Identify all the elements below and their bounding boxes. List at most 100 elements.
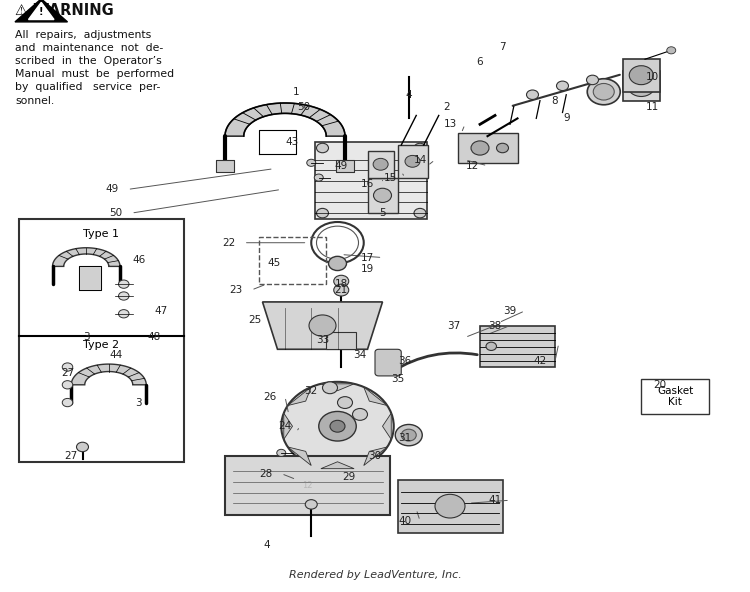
FancyBboxPatch shape bbox=[368, 178, 398, 213]
Circle shape bbox=[395, 424, 422, 446]
Circle shape bbox=[316, 208, 328, 218]
Circle shape bbox=[414, 208, 426, 218]
Polygon shape bbox=[53, 248, 120, 266]
Circle shape bbox=[486, 342, 496, 350]
Text: 11: 11 bbox=[646, 102, 659, 111]
Text: 34: 34 bbox=[353, 350, 367, 360]
Text: 18: 18 bbox=[334, 279, 348, 289]
Text: 43: 43 bbox=[286, 137, 299, 147]
Text: 15: 15 bbox=[383, 173, 397, 182]
Text: 39: 39 bbox=[503, 306, 517, 316]
Text: 2: 2 bbox=[443, 102, 449, 111]
Text: 7: 7 bbox=[500, 43, 506, 52]
FancyBboxPatch shape bbox=[622, 59, 660, 92]
Text: Gasket
Kit: Gasket Kit bbox=[657, 386, 693, 407]
Circle shape bbox=[76, 442, 88, 452]
Text: 16: 16 bbox=[361, 179, 374, 188]
Text: !: ! bbox=[39, 7, 44, 17]
FancyBboxPatch shape bbox=[368, 151, 394, 178]
Polygon shape bbox=[364, 387, 387, 406]
Circle shape bbox=[374, 188, 392, 202]
Text: 26: 26 bbox=[263, 392, 277, 401]
Text: 45: 45 bbox=[267, 259, 280, 268]
Text: 41: 41 bbox=[488, 496, 502, 505]
FancyBboxPatch shape bbox=[641, 379, 709, 414]
Circle shape bbox=[667, 47, 676, 54]
Text: 35: 35 bbox=[391, 374, 404, 384]
Circle shape bbox=[556, 81, 568, 91]
Circle shape bbox=[405, 156, 420, 168]
Circle shape bbox=[373, 159, 388, 170]
Polygon shape bbox=[71, 364, 146, 385]
Circle shape bbox=[496, 143, 508, 153]
Text: 38: 38 bbox=[488, 321, 502, 330]
Circle shape bbox=[586, 75, 598, 85]
Circle shape bbox=[629, 66, 653, 85]
Text: 31: 31 bbox=[398, 433, 412, 443]
Text: 8: 8 bbox=[552, 96, 558, 105]
Polygon shape bbox=[225, 103, 345, 136]
Text: ⚠ WARNING: ⚠ WARNING bbox=[15, 3, 114, 18]
FancyBboxPatch shape bbox=[19, 219, 184, 462]
Text: 49: 49 bbox=[106, 185, 119, 194]
Text: 4: 4 bbox=[406, 90, 412, 99]
Text: 44: 44 bbox=[110, 350, 123, 360]
Circle shape bbox=[319, 411, 356, 441]
Text: 10: 10 bbox=[646, 72, 659, 82]
Polygon shape bbox=[284, 413, 292, 439]
Circle shape bbox=[305, 500, 317, 509]
Circle shape bbox=[118, 292, 129, 300]
Circle shape bbox=[414, 143, 426, 153]
Circle shape bbox=[281, 382, 394, 471]
Text: Type 2: Type 2 bbox=[83, 340, 119, 350]
Polygon shape bbox=[288, 387, 311, 406]
Circle shape bbox=[328, 256, 346, 271]
Text: 49: 49 bbox=[334, 161, 348, 170]
Text: 17: 17 bbox=[361, 253, 374, 262]
Polygon shape bbox=[28, 2, 54, 20]
FancyBboxPatch shape bbox=[225, 456, 390, 515]
Polygon shape bbox=[326, 332, 356, 349]
Polygon shape bbox=[15, 0, 68, 22]
Text: 48: 48 bbox=[147, 333, 160, 342]
Text: 33: 33 bbox=[316, 336, 329, 345]
Circle shape bbox=[526, 90, 538, 99]
Text: 21: 21 bbox=[334, 285, 348, 295]
Polygon shape bbox=[364, 447, 387, 465]
FancyBboxPatch shape bbox=[375, 349, 401, 376]
Circle shape bbox=[338, 397, 352, 408]
Text: 13: 13 bbox=[443, 120, 457, 129]
Text: 22: 22 bbox=[222, 238, 236, 247]
Text: 9: 9 bbox=[563, 114, 569, 123]
FancyBboxPatch shape bbox=[458, 133, 518, 163]
Circle shape bbox=[314, 174, 323, 181]
Circle shape bbox=[277, 449, 286, 456]
Polygon shape bbox=[262, 302, 382, 349]
Circle shape bbox=[587, 79, 620, 105]
Text: 50: 50 bbox=[110, 208, 123, 218]
Text: 6: 6 bbox=[477, 57, 483, 67]
Text: 29: 29 bbox=[342, 472, 355, 481]
Circle shape bbox=[62, 381, 73, 389]
Circle shape bbox=[62, 398, 73, 407]
FancyBboxPatch shape bbox=[315, 142, 428, 219]
Text: 23: 23 bbox=[230, 285, 243, 295]
Text: 12: 12 bbox=[466, 161, 479, 170]
FancyBboxPatch shape bbox=[398, 480, 502, 533]
Circle shape bbox=[352, 408, 368, 420]
Text: 3: 3 bbox=[83, 333, 89, 342]
Text: 32: 32 bbox=[304, 386, 318, 395]
Text: 37: 37 bbox=[447, 321, 460, 330]
Polygon shape bbox=[382, 413, 392, 439]
Circle shape bbox=[471, 141, 489, 155]
Circle shape bbox=[309, 315, 336, 336]
Text: 36: 36 bbox=[398, 356, 412, 366]
Text: 27: 27 bbox=[61, 368, 74, 378]
Polygon shape bbox=[321, 462, 354, 469]
Circle shape bbox=[435, 494, 465, 518]
Circle shape bbox=[628, 75, 655, 96]
FancyBboxPatch shape bbox=[480, 326, 555, 367]
Polygon shape bbox=[79, 266, 101, 290]
Text: 14: 14 bbox=[413, 155, 427, 165]
Text: 46: 46 bbox=[132, 256, 146, 265]
